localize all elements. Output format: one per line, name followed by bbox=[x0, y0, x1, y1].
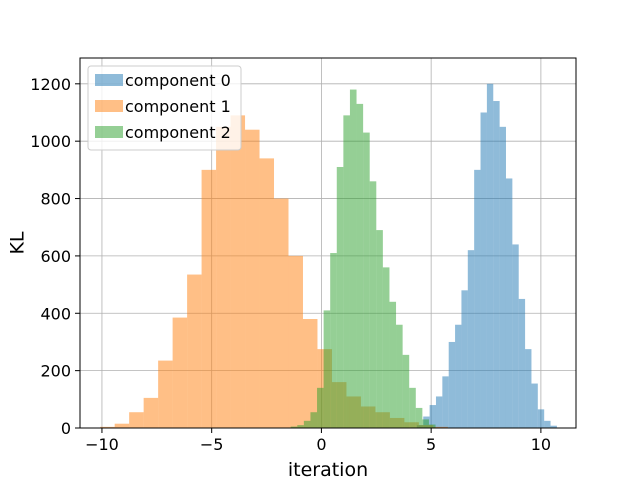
legend-swatch-component-2 bbox=[95, 126, 123, 138]
histogram-bar bbox=[467, 250, 475, 428]
y-tick-label: 400 bbox=[40, 304, 71, 323]
histogram-bar bbox=[428, 424, 436, 428]
histogram-bar bbox=[531, 383, 538, 428]
histogram-bar bbox=[550, 425, 557, 428]
histogram-bar bbox=[429, 405, 436, 428]
histogram-bar bbox=[435, 396, 443, 428]
y-tick-label: 600 bbox=[40, 247, 71, 266]
legend-label-component-2: component 2 bbox=[125, 123, 231, 142]
series-component-1 bbox=[100, 115, 448, 428]
histogram-bar bbox=[259, 158, 275, 428]
legend-swatch-component-0 bbox=[95, 74, 123, 86]
histogram-bar bbox=[499, 126, 506, 428]
histogram-bar bbox=[442, 376, 449, 428]
histogram-bar bbox=[461, 290, 468, 428]
x-tick-label: 0 bbox=[316, 435, 326, 454]
histogram-bar bbox=[525, 349, 532, 428]
x-axis-label: iteration bbox=[288, 459, 368, 480]
x-tick-label: −10 bbox=[85, 435, 119, 454]
histogram-bar bbox=[455, 324, 462, 428]
histogram-bar bbox=[512, 244, 519, 428]
histogram-bar bbox=[389, 301, 397, 428]
histogram-bar bbox=[172, 317, 188, 428]
histogram-bar bbox=[544, 420, 551, 428]
histogram-bar bbox=[396, 324, 403, 428]
histogram-bar bbox=[288, 255, 303, 428]
y-tick-label: 0 bbox=[61, 419, 71, 438]
plot-frame bbox=[79, 57, 577, 429]
histogram-bar bbox=[290, 426, 298, 428]
legend-label-component-1: component 1 bbox=[125, 97, 231, 116]
histogram-bar bbox=[474, 169, 481, 428]
histogram-bar bbox=[363, 132, 370, 428]
histogram-bar bbox=[310, 412, 318, 428]
histogram-bar bbox=[158, 360, 173, 428]
histogram-bar bbox=[369, 181, 377, 428]
histogram-bar bbox=[486, 83, 494, 428]
histogram-bar bbox=[409, 387, 416, 428]
y-tick-label: 800 bbox=[40, 190, 71, 209]
y-tick-label: 200 bbox=[40, 362, 71, 381]
histogram-bar bbox=[382, 267, 390, 428]
histogram-bars bbox=[100, 83, 557, 428]
histogram-bar bbox=[143, 397, 159, 428]
histogram-bar bbox=[297, 425, 304, 428]
legend-box bbox=[87, 65, 242, 151]
x-tick-label: −5 bbox=[200, 435, 224, 454]
histogram-bar bbox=[330, 253, 337, 428]
x-tick-label: 10 bbox=[531, 435, 551, 454]
histogram-bar bbox=[323, 310, 331, 428]
histogram-bar bbox=[415, 407, 423, 428]
histogram-bar bbox=[216, 126, 231, 428]
y-axis-label: KL bbox=[7, 231, 29, 254]
legend-swatch-component-1 bbox=[95, 100, 123, 112]
histogram-bar bbox=[433, 426, 448, 428]
histogram-bar bbox=[537, 409, 545, 428]
histogram-bar bbox=[201, 169, 217, 428]
y-tick-label: 1200 bbox=[30, 75, 71, 94]
histogram-bar bbox=[493, 101, 500, 428]
histogram-bar bbox=[302, 319, 318, 428]
histogram-bar bbox=[114, 423, 130, 428]
histogram-bar bbox=[100, 426, 115, 428]
legend-label-component-0: component 0 bbox=[125, 71, 231, 90]
histogram-bar bbox=[505, 178, 513, 428]
y-tick-label: 1000 bbox=[30, 132, 71, 151]
histogram-bar bbox=[317, 387, 324, 428]
histogram-bar bbox=[422, 419, 429, 428]
histogram-bar bbox=[274, 198, 289, 428]
histogram-bar bbox=[349, 89, 357, 428]
histogram-bar bbox=[336, 166, 344, 428]
histogram-bar bbox=[343, 115, 350, 428]
histogram-bar bbox=[402, 354, 410, 428]
histogram-bar bbox=[245, 129, 260, 428]
histogram-bar bbox=[448, 341, 456, 428]
axis-ticks: −10 −5 0 5 10 0 200 400 600 800 1000 1200 bbox=[30, 75, 551, 454]
histogram-bar bbox=[129, 412, 144, 428]
histogram-bar bbox=[480, 112, 487, 428]
legend: component 0 component 1 component 2 bbox=[87, 65, 242, 151]
histogram-bar bbox=[230, 115, 246, 428]
histogram-bar bbox=[356, 103, 364, 428]
histogram-bar bbox=[187, 274, 202, 428]
histogram-bar bbox=[518, 298, 526, 428]
x-tick-label: 5 bbox=[426, 435, 436, 454]
histogram-bar bbox=[376, 230, 383, 428]
histogram-bar bbox=[303, 420, 311, 428]
series-component-2 bbox=[290, 89, 436, 428]
